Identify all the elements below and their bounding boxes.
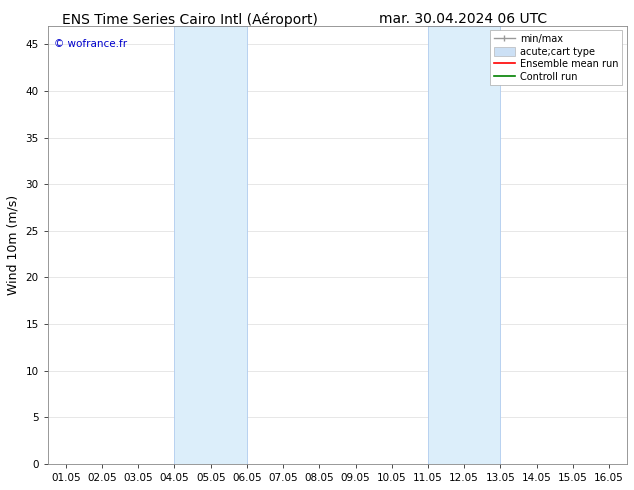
Legend: min/max, acute;cart type, Ensemble mean run, Controll run: min/max, acute;cart type, Ensemble mean … [489, 30, 622, 85]
Text: ENS Time Series Cairo Intl (Aéroport): ENS Time Series Cairo Intl (Aéroport) [62, 12, 318, 27]
Y-axis label: Wind 10m (m/s): Wind 10m (m/s) [7, 195, 20, 295]
Bar [428, 25, 500, 464]
Text: © wofrance.fr: © wofrance.fr [53, 39, 127, 49]
Text: mar. 30.04.2024 06 UTC: mar. 30.04.2024 06 UTC [378, 12, 547, 26]
Bar [174, 25, 247, 464]
